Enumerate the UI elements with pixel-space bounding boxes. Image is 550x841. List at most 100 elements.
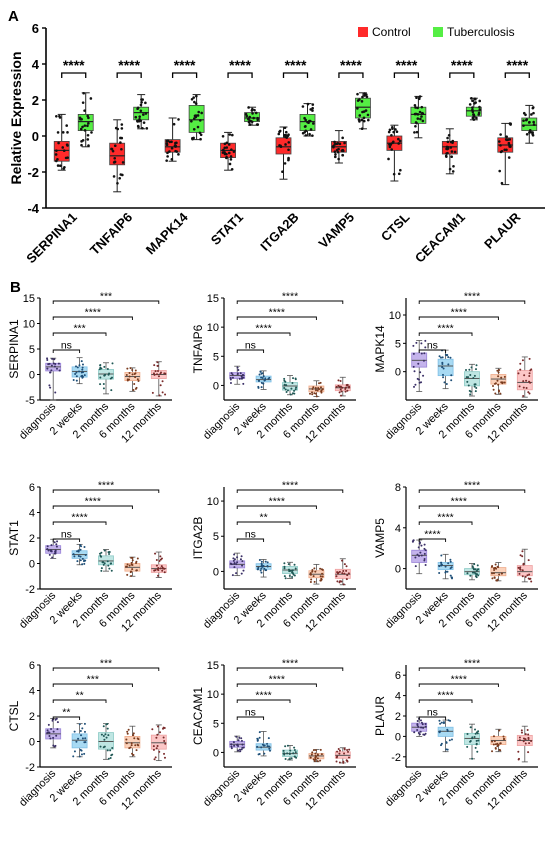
data-point — [284, 388, 287, 391]
data-point — [528, 742, 531, 745]
data-point — [126, 573, 129, 576]
data-point — [159, 384, 162, 387]
data-point — [79, 730, 82, 733]
data-point — [106, 723, 109, 726]
data-point — [358, 98, 361, 101]
data-point — [395, 130, 399, 133]
comparison-label: *** — [87, 674, 99, 686]
data-point — [283, 162, 287, 165]
data-point — [83, 374, 86, 377]
data-point — [135, 569, 138, 572]
data-point — [498, 729, 501, 732]
data-point — [508, 143, 511, 147]
comparison-bracket — [52, 349, 81, 353]
data-point — [336, 580, 339, 583]
data-point — [477, 739, 480, 742]
data-point — [361, 95, 364, 99]
y-tick-label: 0 — [213, 747, 219, 759]
data-point — [438, 719, 441, 722]
data-point — [258, 373, 261, 376]
data-point — [293, 392, 296, 395]
data-point — [190, 119, 193, 123]
data-point — [412, 352, 415, 355]
box-6-months — [124, 556, 141, 578]
data-point — [120, 147, 123, 151]
data-point — [478, 99, 482, 103]
box-6-months — [490, 728, 507, 753]
data-point — [54, 391, 57, 394]
data-point — [127, 728, 130, 731]
data-point — [153, 758, 156, 761]
data-point — [155, 558, 158, 561]
data-point — [312, 386, 315, 389]
data-point — [311, 388, 314, 391]
data-point — [130, 744, 133, 747]
data-point — [469, 740, 472, 743]
data-point — [284, 758, 287, 761]
data-point — [144, 101, 147, 105]
data-point — [151, 728, 154, 731]
data-point — [233, 744, 236, 747]
data-point — [419, 551, 422, 554]
data-point — [526, 574, 529, 577]
data-point — [421, 119, 425, 123]
data-point — [72, 379, 75, 382]
data-point — [332, 144, 335, 148]
data-point — [448, 739, 451, 742]
data-point — [474, 101, 477, 104]
data-point — [240, 555, 243, 558]
data-point — [522, 380, 525, 383]
y-tick-label: 2 — [395, 711, 401, 723]
data-point — [119, 141, 122, 144]
data-point — [319, 381, 322, 384]
data-point — [293, 563, 296, 566]
comparison-label: **** — [437, 323, 453, 335]
data-point — [314, 570, 317, 573]
data-point — [81, 366, 84, 369]
data-point — [262, 375, 265, 378]
box-tuberculosis-stat1 — [244, 106, 260, 126]
data-point — [135, 560, 138, 563]
data-point — [283, 383, 286, 386]
data-point — [232, 559, 235, 562]
data-point — [363, 92, 366, 95]
data-point — [493, 567, 496, 570]
data-point — [66, 131, 69, 134]
data-point — [517, 750, 520, 753]
data-point — [256, 568, 259, 571]
comparison-bracket — [236, 699, 291, 703]
data-point — [499, 133, 502, 136]
box-rect — [150, 734, 167, 750]
data-point — [50, 369, 53, 372]
data-point — [229, 377, 232, 380]
data-point — [236, 366, 239, 369]
data-point — [46, 547, 49, 550]
comparison-label: **** — [464, 658, 480, 670]
comparison-bracket — [52, 683, 133, 687]
box-2-months — [282, 561, 298, 580]
data-point — [242, 569, 245, 572]
data-point — [80, 749, 83, 752]
box-2-weeks — [71, 543, 88, 566]
box-2-months — [464, 723, 480, 760]
data-point — [528, 573, 531, 576]
box-6-months — [124, 725, 141, 758]
data-point — [100, 551, 103, 554]
data-point — [527, 559, 530, 562]
data-point — [75, 371, 78, 374]
data-point — [294, 751, 297, 754]
data-point — [508, 138, 512, 141]
data-point — [363, 94, 366, 97]
data-point — [423, 552, 426, 555]
data-point — [268, 745, 271, 748]
data-point — [340, 580, 343, 583]
data-point — [522, 124, 525, 127]
data-point — [89, 97, 93, 100]
data-point — [108, 551, 111, 554]
x-tick-label: diagnosis — [383, 589, 425, 631]
data-point — [107, 564, 110, 567]
comparison-bracket — [52, 716, 81, 720]
data-point — [343, 747, 346, 750]
data-point — [531, 131, 534, 134]
data-point — [503, 381, 506, 384]
